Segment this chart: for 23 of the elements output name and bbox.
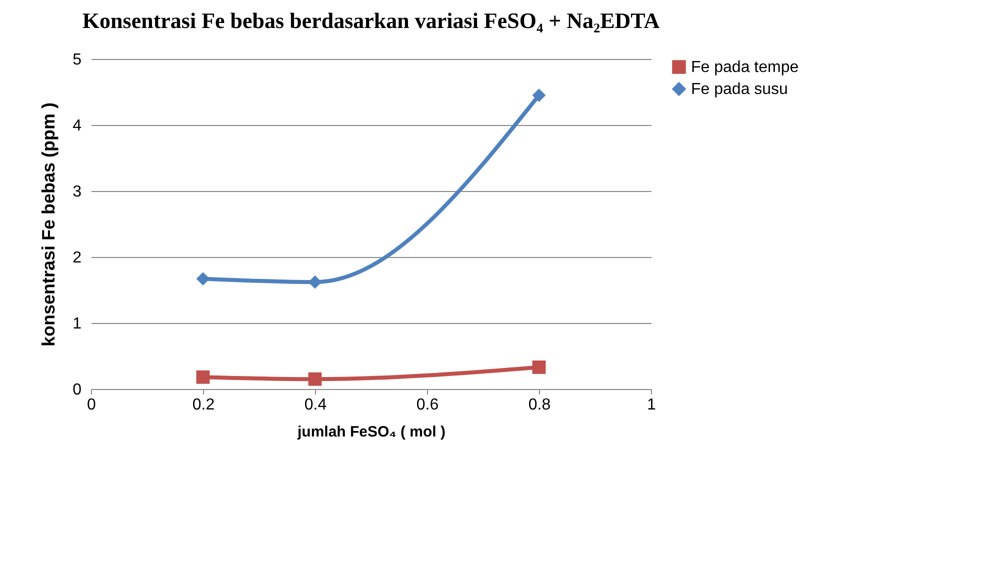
y-tick-label: 4 <box>72 118 82 134</box>
x-tick-label: 0 <box>87 396 96 414</box>
chart-title: Konsentrasi Fe bebas berdasarkan variasi FeSO₄ + Na₂EDTA <box>82 8 660 33</box>
point <box>532 88 546 102</box>
y-tick-label: 0 <box>72 382 82 398</box>
x-tick-label: 0.8 <box>528 396 551 414</box>
y-axis-title: konsentrasi Fe bebas (ppm ) <box>38 102 59 347</box>
x-tick-label: 0.6 <box>416 396 439 414</box>
x-tick-label: 1 <box>647 396 656 414</box>
legend-label: Fe pada tempe <box>691 59 799 76</box>
x-tick-label: 0.2 <box>192 396 215 414</box>
point <box>532 360 546 374</box>
x-axis-title: jumlah FeSO₄ ( mol ) <box>296 424 446 440</box>
legend-label: Fe pada susu <box>691 81 788 98</box>
y-tick-label: 1 <box>72 316 82 332</box>
point <box>308 372 322 386</box>
point <box>196 272 210 286</box>
point <box>196 370 210 384</box>
x-tick-label: 0.4 <box>304 396 327 414</box>
y-tick-label: 3 <box>72 184 82 200</box>
point <box>308 275 322 289</box>
y-tick-label: 2 <box>72 250 82 266</box>
y-tick-label: 5 <box>72 52 82 68</box>
